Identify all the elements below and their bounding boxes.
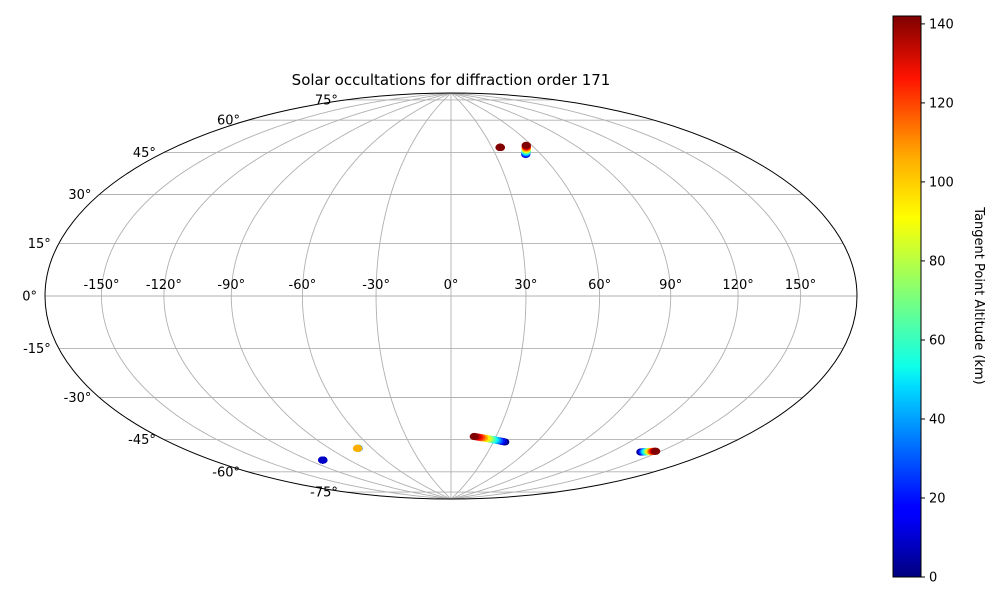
occultation-point bbox=[651, 447, 661, 455]
occultation-point bbox=[495, 143, 505, 151]
latitude-tick-label: 30° bbox=[68, 188, 91, 203]
latitude-tick-label: -15° bbox=[23, 342, 51, 357]
colorbar-tick-label: 60 bbox=[929, 334, 946, 349]
latitude-tick-label: -45° bbox=[128, 433, 156, 448]
latitude-tick-label: 60° bbox=[217, 114, 240, 129]
occultation-points bbox=[318, 141, 661, 464]
latitude-tick-label: -60° bbox=[212, 465, 240, 480]
occultation-point bbox=[318, 456, 328, 464]
latitude-tick-label: -30° bbox=[64, 391, 92, 406]
longitude-tick-label: -30° bbox=[362, 278, 390, 293]
occultation-point bbox=[469, 432, 479, 441]
latitude-tick-label: 75° bbox=[315, 93, 338, 108]
colorbar-tick-label: 40 bbox=[929, 413, 946, 428]
graticule bbox=[45, 93, 857, 499]
longitude-tick-label: -150° bbox=[83, 278, 119, 293]
latitude-tick-label: 0° bbox=[22, 290, 37, 305]
colorbar-gradient bbox=[892, 15, 922, 578]
occultation-track bbox=[495, 143, 505, 151]
longitude-tick-label: -120° bbox=[146, 278, 182, 293]
colorbar: 0 20 40 60 80 100 120 140 Tangent Point Altitud… bbox=[892, 15, 986, 586]
latitude-tick-labels: -75° -60° -45° -30° -15° 0° 15° 30° 45° 60° 75° bbox=[22, 93, 338, 500]
longitude-tick-labels: -150° -120° -90° -60° -30° 0° 30° 60° 90° 120° 150… bbox=[83, 278, 816, 293]
map-boundary bbox=[44, 92, 858, 500]
occultation-track bbox=[352, 444, 363, 452]
longitude-tick-label: -60° bbox=[289, 278, 317, 293]
longitude-tick-label: 60° bbox=[588, 278, 611, 293]
longitude-tick-label: 120° bbox=[722, 278, 753, 293]
latitude-tick-label: -75° bbox=[310, 486, 338, 501]
occultation-track bbox=[469, 432, 510, 446]
longitude-tick-label: 90° bbox=[659, 278, 682, 293]
longitude-tick-label: 30° bbox=[514, 278, 537, 293]
longitude-tick-label: 150° bbox=[785, 278, 816, 293]
longitude-tick-label: 0° bbox=[444, 278, 459, 293]
latitude-tick-label: 45° bbox=[133, 146, 156, 161]
occultation-point bbox=[521, 141, 531, 149]
latitude-tick-label: 15° bbox=[28, 237, 51, 252]
colorbar-ticks: 0 20 40 60 80 100 120 140 bbox=[921, 17, 954, 586]
colorbar-tick-label: 120 bbox=[929, 96, 954, 111]
colorbar-label: Tangent Point Altitude (km) bbox=[971, 206, 986, 384]
occultation-point bbox=[352, 444, 363, 452]
colorbar-tick-label: 80 bbox=[929, 254, 946, 269]
chart-title: Solar occultations for diffraction order… bbox=[292, 71, 611, 89]
colorbar-tick-label: 100 bbox=[929, 175, 954, 190]
colorbar-tick-label: 140 bbox=[929, 17, 954, 32]
colorbar-tick-label: 0 bbox=[929, 571, 937, 586]
occultation-track bbox=[636, 447, 661, 456]
occultation-track bbox=[318, 456, 328, 464]
occultation-track bbox=[521, 141, 531, 159]
longitude-tick-label: -90° bbox=[217, 278, 245, 293]
colorbar-tick-label: 20 bbox=[929, 492, 946, 507]
